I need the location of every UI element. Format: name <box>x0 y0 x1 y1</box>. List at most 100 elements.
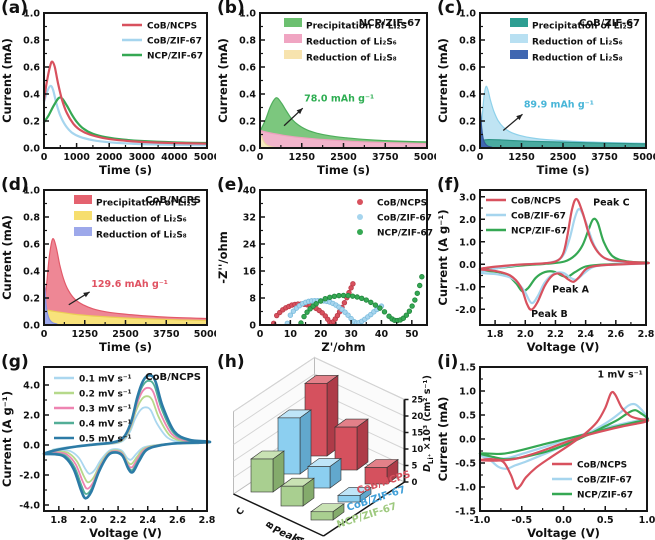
svg-text:Precipitation of Li₂S: Precipitation of Li₂S <box>96 199 197 209</box>
svg-text:2500: 2500 <box>112 329 139 340</box>
svg-text:CoB/NCPS: CoB/NCPS <box>147 22 197 32</box>
series-ncp-zif-67 <box>42 96 209 145</box>
y-axis-label: Current (mA) <box>216 38 230 123</box>
panel-g: (g) 1.8 2.0 2.2 2.4 2.6 2.8 -4.0 -2.0 0.0 2.0 4.0 V… <box>0 352 216 540</box>
series-cob-ncps <box>478 197 650 311</box>
svg-text:0.2: 0.2 <box>239 117 256 128</box>
svg-text:40: 40 <box>243 186 257 197</box>
bar-ncp-zif-67-a <box>310 503 345 521</box>
svg-text:4000: 4000 <box>161 152 188 163</box>
svg-text:-4.0: -4.0 <box>19 501 40 512</box>
legend: Precipitation of Li₂S Reduction of Li₂S₆ R… <box>284 18 407 64</box>
panel-f: (f) 1.8 2.0 2.2 2.4 2.6 2.8 -2.0 -1.0 0.0 1.0 2.0 3… <box>436 175 655 354</box>
svg-text:-0.5: -0.5 <box>511 515 532 526</box>
svg-text:-0.5: -0.5 <box>455 459 476 470</box>
panel-title: CoB/ZIF-67 <box>579 18 640 29</box>
panel-f-chart: 1.8 2.0 2.2 2.4 2.6 2.8 -2.0 -1.0 0.0 1.0 2.0 3.0 Vo… <box>436 189 655 354</box>
svg-text:0.0: 0.0 <box>23 144 40 155</box>
svg-text:CoB/ZIF-67: CoB/ZIF-67 <box>577 476 632 486</box>
svg-text:1250: 1250 <box>289 152 316 163</box>
panel-h: (h) 0 5 10 15 20 25 DLi⁺ ×10³ (cm² s⁻¹) C B A Peak… <box>216 352 436 540</box>
svg-text:20: 20 <box>314 329 328 340</box>
panel-b-letter: (b) <box>217 0 245 18</box>
svg-text:40: 40 <box>375 329 389 340</box>
panel-a-letter: (a) <box>1 0 29 18</box>
svg-text:2.0: 2.0 <box>517 329 534 340</box>
svg-text:-1.0: -1.0 <box>470 515 491 526</box>
svg-text:0: 0 <box>249 321 256 332</box>
axes: 1.8 2.0 2.2 2.4 2.6 2.8 -4.0 -2.0 0.0 2.0 4.0 Volta… <box>0 366 216 540</box>
svg-text:2.4: 2.4 <box>577 329 594 340</box>
svg-text:1.0: 1.0 <box>239 9 256 20</box>
svg-text:3000: 3000 <box>129 152 156 163</box>
panel-e-letter: (e) <box>217 175 245 195</box>
svg-text:0: 0 <box>41 152 48 163</box>
svg-text:10: 10 <box>412 445 424 455</box>
series-group <box>259 97 428 149</box>
series-reduction-of-li-s- <box>479 85 647 149</box>
panel-i-letter: (i) <box>437 352 459 372</box>
svg-text:0.8: 0.8 <box>23 213 40 224</box>
legend: CoB/NCPS CoB/ZIF-67 NCP/ZIF-67 <box>357 199 433 239</box>
svg-text:0.5: 0.5 <box>459 411 476 422</box>
svg-text:1000: 1000 <box>63 152 90 163</box>
svg-text:2.0: 2.0 <box>459 215 476 226</box>
category-axis-label: Peak <box>271 525 302 540</box>
svg-text:B: B <box>265 520 277 531</box>
bar-ncp-zif-67-c <box>250 450 285 493</box>
panel-c-letter: (c) <box>437 0 463 18</box>
x-axis-label: Z'/ohm <box>321 340 365 354</box>
svg-text:0.6: 0.6 <box>23 63 40 74</box>
svg-text:16: 16 <box>243 267 257 278</box>
series-cob-ncps <box>42 60 209 145</box>
svg-text:Precipitation of Li₂S: Precipitation of Li₂S <box>306 22 407 32</box>
svg-text:2.8: 2.8 <box>638 329 655 340</box>
bar-cob-ncps-a <box>364 458 399 485</box>
y-axis-label: Current (mA) <box>436 397 450 482</box>
svg-text:CoB/NCPS: CoB/NCPS <box>377 199 427 209</box>
svg-text:2.0: 2.0 <box>23 411 40 422</box>
legend: CoB/NCPS CoB/ZIF-67 NCP/ZIF-67 <box>122 22 203 62</box>
svg-text:Reduction of Li₂S₈: Reduction of Li₂S₈ <box>306 54 397 64</box>
svg-text:3750: 3750 <box>372 152 399 163</box>
svg-text:0: 0 <box>257 152 264 163</box>
svg-text:NCP/ZIF-67: NCP/ZIF-67 <box>147 52 203 62</box>
x-axis-label: Voltage (V) <box>527 526 600 540</box>
svg-text:Reduction of Li₂S₈: Reduction of Li₂S₈ <box>532 54 623 64</box>
svg-text:0.0: 0.0 <box>555 515 572 526</box>
svg-text:0: 0 <box>257 329 264 340</box>
svg-text:0.0: 0.0 <box>459 260 476 271</box>
svg-text:NCP/ZIF-67: NCP/ZIF-67 <box>511 227 567 237</box>
svg-text:50: 50 <box>405 329 419 340</box>
svg-text:0.2: 0.2 <box>23 294 40 305</box>
svg-text:3750: 3750 <box>591 152 618 163</box>
svg-text:1.0: 1.0 <box>459 387 476 398</box>
svg-text:10: 10 <box>284 329 298 340</box>
svg-text:0.8: 0.8 <box>239 36 256 47</box>
svg-text:-2.0: -2.0 <box>455 305 476 316</box>
svg-text:Reduction of Li₂S₆: Reduction of Li₂S₆ <box>96 215 187 225</box>
series-0-5-mv-s- <box>42 374 212 500</box>
series-reduction-of-li-s- <box>43 277 58 326</box>
svg-text:CoB/NCPS: CoB/NCPS <box>511 197 561 207</box>
panel-title: NCP/ZIF-67 <box>359 18 421 29</box>
panel-i: (i) -1.0 -0.5 0.0 0.5 1.0 -1.5 -1.0 -0.5 0.0 0.5 1… <box>436 352 655 540</box>
annotation: 129.6 mAh g⁻¹ <box>91 279 168 290</box>
svg-text:Precipitation of Li₂S: Precipitation of Li₂S <box>532 22 633 32</box>
series-group <box>479 85 647 149</box>
svg-text:0.0: 0.0 <box>239 144 256 155</box>
legend: Precipitation of Li₂S Reduction of Li₂S₆ R… <box>74 195 197 241</box>
svg-text:-1.0: -1.0 <box>455 282 476 293</box>
bar-ncp-zif-67-b <box>280 477 315 507</box>
